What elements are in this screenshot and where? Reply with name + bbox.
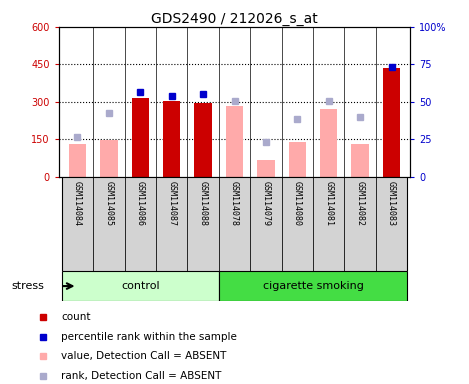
Bar bbox=[313, 177, 344, 271]
Bar bbox=[156, 177, 188, 271]
Bar bbox=[62, 271, 219, 301]
Title: GDS2490 / 212026_s_at: GDS2490 / 212026_s_at bbox=[151, 12, 318, 26]
Bar bbox=[163, 101, 180, 177]
Bar bbox=[100, 141, 118, 177]
Text: GSM114080: GSM114080 bbox=[293, 181, 302, 226]
Text: GSM114081: GSM114081 bbox=[324, 181, 333, 226]
Bar bbox=[351, 144, 369, 177]
Bar bbox=[93, 177, 125, 271]
Bar bbox=[281, 177, 313, 271]
Bar bbox=[289, 142, 306, 177]
Bar bbox=[320, 109, 337, 177]
Text: value, Detection Call = ABSENT: value, Detection Call = ABSENT bbox=[61, 351, 227, 361]
Text: rank, Detection Call = ABSENT: rank, Detection Call = ABSENT bbox=[61, 371, 222, 381]
Text: GSM114079: GSM114079 bbox=[261, 181, 271, 226]
Text: cigarette smoking: cigarette smoking bbox=[263, 281, 363, 291]
Bar bbox=[226, 106, 243, 177]
Text: GSM114088: GSM114088 bbox=[198, 181, 208, 226]
Bar bbox=[132, 98, 149, 177]
Bar bbox=[344, 177, 376, 271]
Bar bbox=[188, 177, 219, 271]
Text: GSM114087: GSM114087 bbox=[167, 181, 176, 226]
Bar bbox=[383, 68, 400, 177]
Bar bbox=[69, 144, 86, 177]
Bar bbox=[257, 161, 274, 177]
Bar bbox=[250, 177, 281, 271]
Text: stress: stress bbox=[12, 281, 45, 291]
Text: control: control bbox=[121, 281, 159, 291]
Text: GSM114085: GSM114085 bbox=[105, 181, 113, 226]
Text: GSM114082: GSM114082 bbox=[356, 181, 364, 226]
Text: count: count bbox=[61, 312, 91, 322]
Text: GSM114078: GSM114078 bbox=[230, 181, 239, 226]
Bar bbox=[62, 177, 93, 271]
Bar bbox=[219, 177, 250, 271]
Bar bbox=[376, 177, 407, 271]
Text: GSM114086: GSM114086 bbox=[136, 181, 145, 226]
Text: GSM114084: GSM114084 bbox=[73, 181, 82, 226]
Text: GSM114083: GSM114083 bbox=[387, 181, 396, 226]
Bar bbox=[195, 103, 212, 177]
Text: percentile rank within the sample: percentile rank within the sample bbox=[61, 332, 237, 342]
Bar bbox=[125, 177, 156, 271]
Bar bbox=[219, 271, 407, 301]
